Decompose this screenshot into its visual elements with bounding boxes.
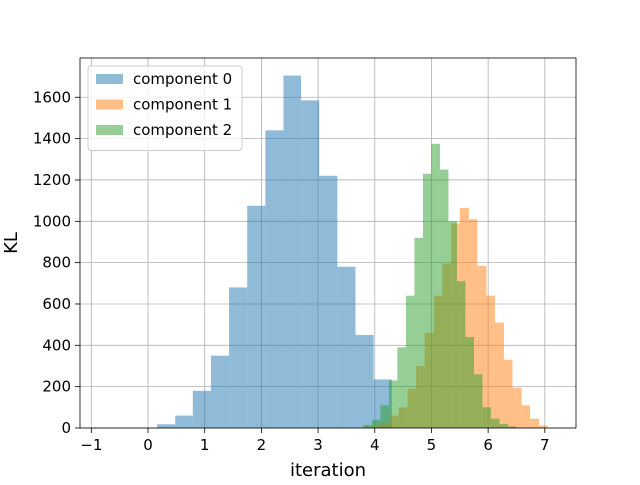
y-axis-label: KL [1, 232, 22, 254]
histogram-bar [490, 418, 500, 428]
histogram-bar [380, 405, 389, 428]
y-tick-label: 1200 [33, 171, 71, 189]
x-tick-label: 5 [427, 436, 437, 454]
histogram-bar [422, 173, 432, 428]
y-tick-label: 800 [42, 254, 71, 272]
legend-swatch [96, 125, 123, 135]
histogram-bar [439, 169, 449, 428]
x-tick-label: 6 [483, 436, 493, 454]
histogram-bar [265, 130, 284, 428]
histogram-bar [157, 424, 176, 428]
histogram-bar [337, 266, 356, 428]
y-tick-label: 200 [42, 378, 71, 396]
x-tick-label: 0 [143, 436, 153, 454]
histogram-bar [397, 347, 406, 428]
histogram-bar [431, 143, 440, 429]
y-tick-label: 600 [42, 295, 71, 313]
histogram-bar [521, 405, 531, 428]
x-tick-label: 3 [313, 436, 323, 454]
y-tick-label: 1000 [33, 212, 71, 230]
plot-frame [79, 57, 577, 429]
x-axis-label: iteration [290, 460, 366, 480]
histogram-bar [301, 100, 320, 428]
histogram-bar [319, 175, 338, 428]
histogram-bar [468, 219, 478, 428]
histogram-bar [456, 281, 466, 428]
histogram-bar [414, 237, 423, 428]
histogram-bar [363, 424, 372, 428]
histogram-bar [465, 337, 474, 428]
y-tick-label: 0 [61, 419, 71, 437]
histogram-bar [371, 419, 381, 428]
legend-label: component 2 [133, 121, 232, 139]
y-tick-label: 400 [42, 336, 71, 354]
x-tick-label: 4 [370, 436, 380, 454]
x-tick-label: 7 [540, 436, 550, 454]
legend: component 0 component 1 component 2 [87, 65, 243, 151]
histogram-bar [494, 322, 505, 428]
histogram-bar [477, 265, 487, 428]
histogram-bar [229, 287, 248, 428]
legend-box [87, 65, 243, 151]
histogram-bar [355, 334, 374, 428]
histogram-bar [388, 380, 398, 428]
bars-layer [157, 75, 548, 429]
histogram-bar [473, 374, 483, 428]
series-0 [157, 75, 392, 429]
histogram-bar [499, 423, 508, 428]
histogram-bar [530, 418, 540, 428]
histogram-bar [482, 407, 491, 428]
histogram-bar [405, 295, 415, 428]
x-tick-label: 2 [257, 436, 267, 454]
histogram-bar [512, 387, 522, 428]
histogram-bar [507, 426, 517, 428]
histogram-bar [448, 221, 457, 428]
x-tick-label: −1 [80, 436, 102, 454]
histogram-bar [486, 295, 495, 428]
histogram-bar [210, 355, 230, 428]
histogram-bar [247, 205, 266, 428]
y-tick-label: 1400 [33, 130, 71, 148]
x-tick-label: 1 [200, 436, 210, 454]
legend-swatch [96, 74, 123, 84]
histogram-bar [539, 425, 548, 428]
series-2 [363, 143, 517, 429]
axes-layer: −1 0 1 2 3 4 5 6 7 0 200 400 600 800 1000 1200 1400 1600 [33, 57, 577, 454]
y-tick-label: 1600 [33, 88, 71, 106]
legend-label: component 0 [133, 70, 232, 88]
histogram-bar [192, 390, 211, 428]
histogram-bar [283, 75, 302, 429]
legend-swatch [96, 99, 123, 110]
legend-label: component 1 [133, 96, 232, 114]
histogram-bar [175, 415, 193, 428]
histogram-bar [504, 359, 513, 428]
